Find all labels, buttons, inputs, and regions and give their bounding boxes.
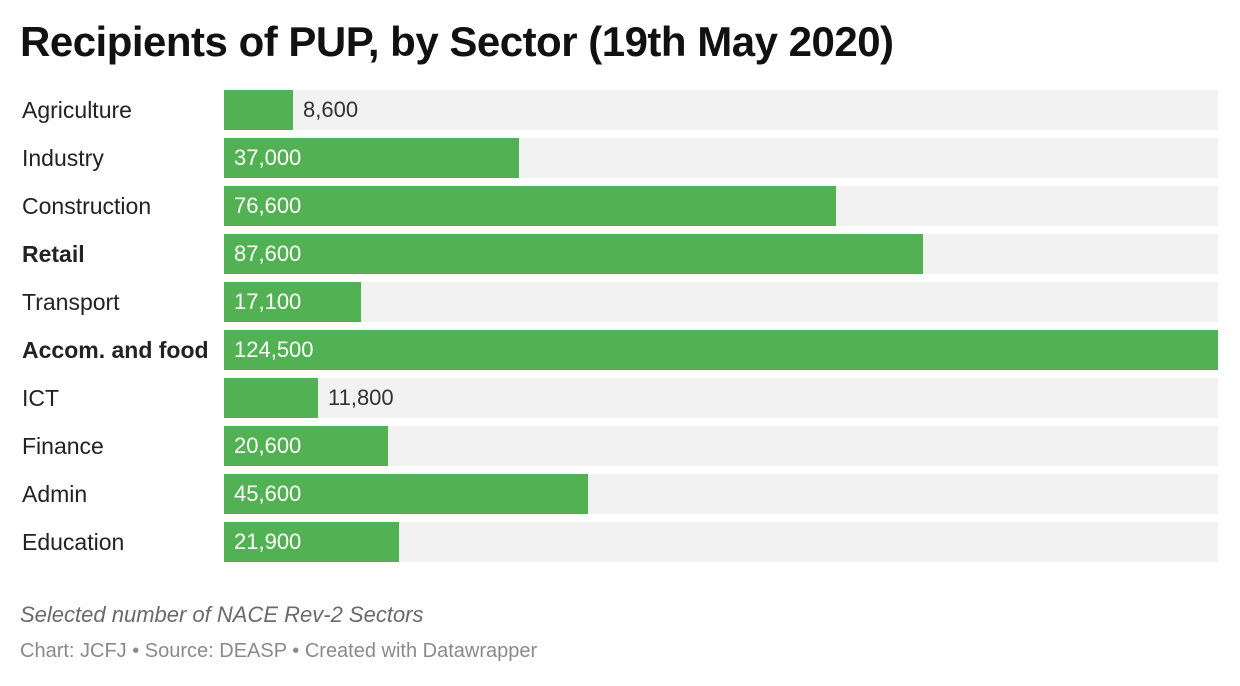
bar bbox=[224, 522, 399, 562]
value-label: 87,600 bbox=[234, 241, 302, 266]
value-label: 17,100 bbox=[234, 289, 302, 314]
bar-row: ICT 11,800 bbox=[0, 378, 1240, 418]
bar-track: 45,600 bbox=[224, 474, 1218, 514]
bar-track: 11,800 bbox=[224, 378, 1218, 418]
bar bbox=[224, 234, 923, 274]
bar-row: Retail 87,600 bbox=[0, 234, 1240, 274]
bar-row: Admin 45,600 bbox=[0, 474, 1240, 514]
category-label: Accom. and food bbox=[22, 337, 209, 363]
category-label: Admin bbox=[22, 481, 88, 507]
bar bbox=[224, 282, 361, 322]
bar-row: Agriculture 8,600 bbox=[0, 90, 1240, 130]
bar-track: 76,600 bbox=[224, 186, 1218, 226]
bar-row: Construction 76,600 bbox=[0, 186, 1240, 226]
value-label: 37,000 bbox=[234, 145, 302, 170]
chart-footer: Chart: JCFJ • Source: DEASP • Created wi… bbox=[20, 640, 538, 662]
chart-notes: Selected number of NACE Rev-2 Sectors bbox=[20, 602, 424, 627]
bar-track: 87,600 bbox=[224, 234, 1218, 274]
bar-track: 20,600 bbox=[224, 426, 1218, 466]
bar-row: Industry 37,000 bbox=[0, 138, 1240, 178]
category-label: Construction bbox=[22, 193, 152, 219]
category-label: ICT bbox=[22, 385, 60, 411]
bar bbox=[224, 90, 293, 130]
value-label: 76,600 bbox=[234, 193, 302, 218]
value-label: 21,900 bbox=[234, 529, 302, 554]
category-label: Education bbox=[22, 529, 125, 555]
bar bbox=[224, 186, 836, 226]
bar-track: 37,000 bbox=[224, 138, 1218, 178]
bar-track: 21,900 bbox=[224, 522, 1218, 562]
bar-row: Transport 17,100 bbox=[0, 282, 1240, 322]
bar bbox=[224, 474, 588, 514]
category-label: Finance bbox=[22, 433, 104, 459]
bar bbox=[224, 330, 1218, 370]
category-label: Agriculture bbox=[22, 97, 132, 123]
category-label: Industry bbox=[22, 145, 104, 171]
bar-track: 8,600 bbox=[224, 90, 1218, 130]
value-label: 124,500 bbox=[234, 337, 314, 362]
bar-track: 124,500 bbox=[224, 330, 1218, 370]
bar-row: Finance 20,600 bbox=[0, 426, 1240, 466]
bar-track: 17,100 bbox=[224, 282, 1218, 322]
bar bbox=[224, 138, 519, 178]
bar-chart: Agriculture 8,600 Industry 37,000 Constructi… bbox=[0, 90, 1240, 570]
value-label: 8,600 bbox=[303, 97, 359, 122]
category-label: Transport bbox=[22, 289, 120, 315]
bar-row: Accom. and food 124,500 bbox=[0, 330, 1240, 370]
value-label: 11,800 bbox=[328, 385, 394, 410]
bar bbox=[224, 378, 318, 418]
category-label: Retail bbox=[22, 241, 85, 267]
value-label: 45,600 bbox=[234, 481, 302, 506]
bar-row: Education 21,900 bbox=[0, 522, 1240, 562]
value-label: 20,600 bbox=[234, 433, 302, 458]
chart-title: Recipients of PUP, by Sector (19th May 2… bbox=[20, 18, 894, 65]
bar bbox=[224, 426, 388, 466]
